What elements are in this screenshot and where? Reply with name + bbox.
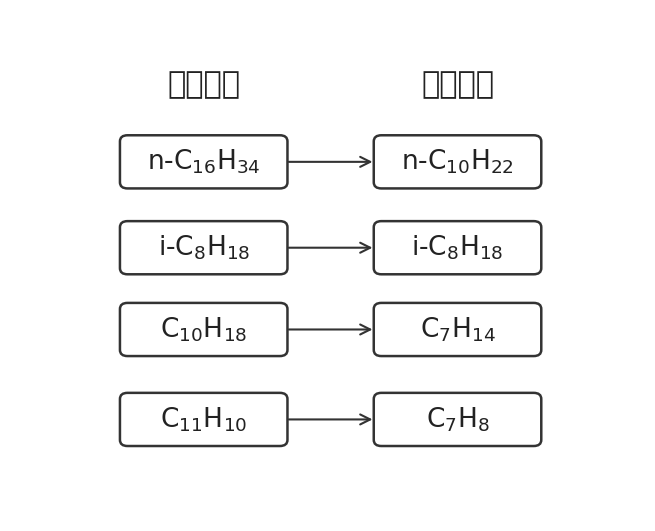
FancyBboxPatch shape [374, 135, 541, 189]
Text: $\mathregular{n}$-$\mathregular{C}_{16}\mathregular{H}_{34}$: $\mathregular{n}$-$\mathregular{C}_{16}\… [147, 148, 261, 176]
Text: $\mathregular{C}_{11}\mathregular{H}_{10}$: $\mathregular{C}_{11}\mathregular{H}_{10… [160, 405, 248, 434]
FancyBboxPatch shape [120, 393, 288, 446]
FancyBboxPatch shape [374, 303, 541, 356]
Text: 化学过程: 化学过程 [421, 70, 494, 99]
Text: 物理过程: 物理过程 [167, 70, 240, 99]
FancyBboxPatch shape [374, 393, 541, 446]
Text: $\mathregular{n}$-$\mathregular{C}_{10}\mathregular{H}_{22}$: $\mathregular{n}$-$\mathregular{C}_{10}\… [401, 148, 514, 176]
Text: $\mathregular{C}_{10}\mathregular{H}_{18}$: $\mathregular{C}_{10}\mathregular{H}_{18… [160, 315, 248, 344]
Text: $\mathregular{i}$-$\mathregular{C}_{8}\mathregular{H}_{18}$: $\mathregular{i}$-$\mathregular{C}_{8}\m… [157, 234, 250, 262]
FancyBboxPatch shape [374, 221, 541, 275]
Text: $\mathregular{C}_{7}\mathregular{H}_{8}$: $\mathregular{C}_{7}\mathregular{H}_{8}$ [426, 405, 489, 434]
FancyBboxPatch shape [120, 303, 288, 356]
FancyBboxPatch shape [120, 135, 288, 189]
Text: $\mathregular{i}$-$\mathregular{C}_{8}\mathregular{H}_{18}$: $\mathregular{i}$-$\mathregular{C}_{8}\m… [411, 234, 504, 262]
FancyBboxPatch shape [120, 221, 288, 275]
Text: $\mathregular{C}_{7}\mathregular{H}_{14}$: $\mathregular{C}_{7}\mathregular{H}_{14}… [420, 315, 495, 344]
